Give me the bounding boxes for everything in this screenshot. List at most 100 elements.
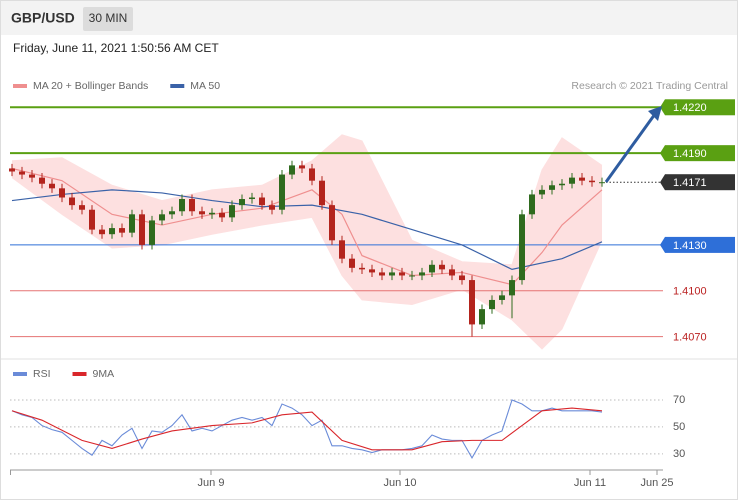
x-tick-label: Jun 10 [383, 477, 416, 489]
candle-body [329, 205, 335, 241]
level-label-pointer [660, 99, 665, 116]
candle-body [219, 212, 225, 218]
timeframe[interactable]: 30 MIN [89, 11, 128, 25]
candle-body [459, 275, 465, 281]
level-label-pointer [660, 145, 665, 162]
candle-body [309, 168, 315, 181]
legend-swatch [170, 84, 185, 88]
candle-body [259, 197, 265, 206]
candle-body [389, 272, 395, 276]
candle-body [469, 280, 475, 325]
level-label: 1.4171 [673, 177, 707, 189]
timeframe-button[interactable] [83, 7, 133, 31]
candle-body [409, 275, 415, 277]
x-tick-label: Jun 11 [574, 477, 606, 489]
legend-label: 9MA [93, 368, 115, 380]
candle-body [109, 228, 115, 235]
legend-label: MA 50 [190, 80, 220, 92]
candle-body [599, 182, 605, 184]
level-label: 1.4190 [673, 148, 707, 160]
candle-body [399, 272, 405, 276]
moving-average [11, 167, 603, 286]
candle-body [159, 214, 165, 221]
level-label-pointer [660, 174, 665, 191]
x-tick-label: Jun 25 [640, 477, 673, 489]
candle-body [559, 183, 565, 186]
candle-body [39, 177, 45, 184]
candle-body [489, 299, 495, 310]
indicator-line [11, 407, 603, 451]
candle-body [19, 171, 25, 175]
candle-body [509, 280, 515, 296]
forecast-arrow [604, 113, 657, 183]
candle-body [589, 180, 595, 183]
candle-body [199, 211, 205, 215]
candle-body [549, 185, 555, 190]
candle-body [49, 183, 55, 189]
forecast-arrow-head [648, 106, 662, 121]
indicator-line [11, 399, 603, 459]
candle-body [449, 269, 455, 276]
level-label-box [665, 145, 735, 162]
candle-body [279, 174, 285, 210]
candle-body [529, 194, 535, 215]
legend-swatch [13, 372, 27, 376]
candle-body [149, 220, 155, 245]
bollinger-lower [11, 177, 603, 350]
candle-body [369, 269, 375, 273]
y-tick-label: 50 [673, 421, 685, 433]
candle-body [289, 165, 295, 175]
candle-body [209, 212, 215, 215]
x-tick-label: Jun 9 [198, 477, 225, 489]
candle-body [189, 199, 195, 212]
candle-body [579, 177, 585, 181]
level-label: 1.4130 [673, 240, 707, 252]
level-label: 1.4100 [673, 286, 707, 298]
datetime: Friday, June 11, 2021 1:50:56 AM CET [13, 41, 219, 55]
candle-body [299, 165, 305, 169]
plot-layer: MA 20 + Bollinger Bands MA 50 1.4220 1.4190… [9, 80, 735, 489]
candle-body [349, 258, 355, 268]
candle-body [269, 205, 275, 210]
level-label-pointer [660, 236, 665, 253]
bollinger-band-fill [12, 134, 602, 349]
candle-body [419, 272, 425, 276]
y-tick-label: 30 [673, 448, 685, 460]
candle-body [229, 205, 235, 218]
candle-body [319, 180, 325, 206]
legend-label: MA 20 + Bollinger Bands [33, 80, 148, 92]
candle-body [129, 214, 135, 233]
level-label: 1.4220 [673, 102, 707, 114]
candle-body [29, 174, 35, 178]
legend-swatch [72, 372, 87, 376]
candle-body [479, 309, 485, 325]
level-label-box [665, 99, 735, 116]
level-label: 1.4070 [673, 332, 707, 344]
legend-swatch [13, 84, 27, 88]
candle-body [69, 197, 75, 206]
candle-body [169, 211, 175, 215]
candle-body [139, 214, 145, 245]
candle-body [119, 228, 125, 233]
candle-body [249, 197, 255, 200]
candle-body [429, 264, 435, 273]
candle-body [339, 240, 345, 259]
level-label-box [665, 236, 735, 253]
candle-body [99, 229, 105, 235]
symbol: GBP/USD [11, 10, 75, 26]
moving-average [11, 189, 603, 270]
candle-body [359, 267, 365, 270]
candle-body [89, 209, 95, 230]
level-label-box [665, 174, 735, 191]
candle-body [499, 295, 505, 300]
candle-body [539, 189, 545, 195]
y-tick-label: 70 [673, 394, 685, 406]
candle-body [439, 264, 445, 270]
candle-body [59, 188, 65, 198]
candle-body [569, 177, 575, 184]
copyright: Research © 2021 Trading Central [571, 80, 728, 92]
legend-label: RSI [33, 368, 51, 380]
candle-body [179, 199, 185, 212]
candle-body [519, 214, 525, 281]
